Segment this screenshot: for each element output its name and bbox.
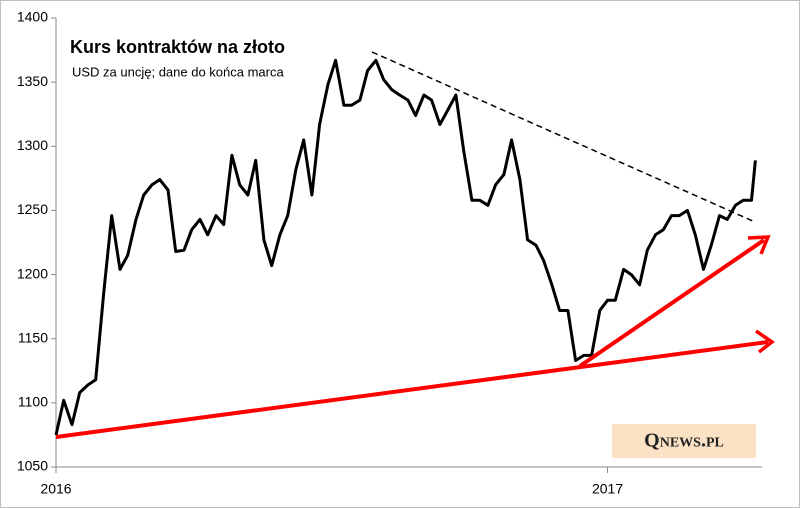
logo: Qnews.pl [644, 430, 724, 452]
y-tick-label: 1350 [17, 73, 48, 89]
y-tick-label: 1100 [18, 394, 48, 410]
x-tick-label: 2016 [40, 481, 71, 497]
logo-box [612, 424, 756, 458]
chart-title: Kurs kontraktów na złoto [70, 37, 285, 57]
y-tick-label: 1200 [17, 265, 48, 281]
y-tick-label: 1250 [17, 201, 48, 217]
plot-area: 1050 1100 1150 1200 1250 1300 1350 1400 2016 2017 [17, 9, 762, 497]
support-arrow [55, 329, 775, 439]
y-tick-label: 1150 [18, 329, 48, 345]
support-arrow [578, 235, 771, 368]
y-tick-label: 1050 [17, 458, 48, 474]
y-tick-label: 1400 [17, 9, 48, 25]
x-tick-label: 2017 [592, 481, 623, 497]
y-tick-label: 1300 [17, 137, 48, 153]
price-line [54, 58, 757, 436]
chart-subtitle: USD za uncję; dane do końca marca [72, 64, 284, 79]
